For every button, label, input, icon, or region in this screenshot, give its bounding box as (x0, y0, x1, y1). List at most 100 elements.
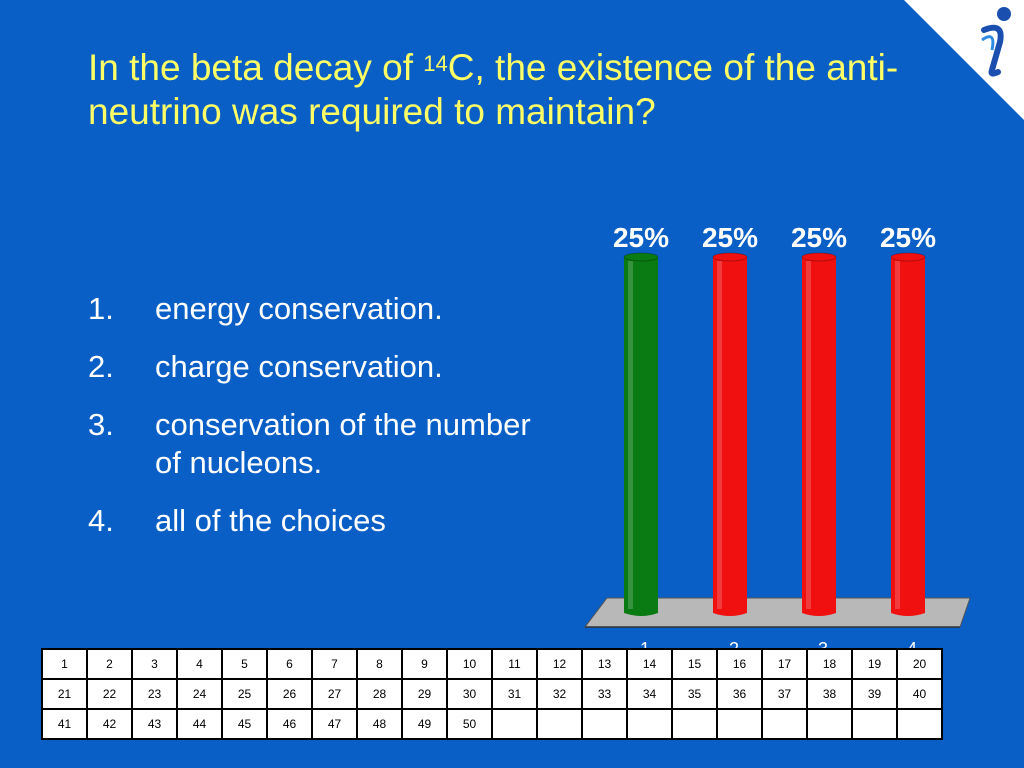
grid-cell: 25 (221, 678, 268, 710)
bar-highlight-2 (717, 261, 722, 609)
bar-2 (713, 257, 747, 616)
grid-cell: 22 (86, 678, 133, 710)
grid-cell: 23 (131, 678, 178, 710)
grid-cell: 44 (176, 708, 223, 740)
grid-cell: 32 (536, 678, 583, 710)
grid-cell: 40 (896, 678, 943, 710)
grid-cell (896, 708, 943, 740)
grid-cell: 24 (176, 678, 223, 710)
grid-cell (536, 708, 583, 740)
grid-cell (491, 708, 538, 740)
grid-cell: 10 (446, 648, 493, 680)
grid-cell (806, 708, 853, 740)
bar-value-label-2: 25% (702, 222, 758, 253)
choice-number: 1. (88, 291, 114, 326)
grid-cell: 38 (806, 678, 853, 710)
grid-cell: 5 (221, 648, 268, 680)
bar-cap-1 (623, 252, 659, 262)
bar-cap-4 (890, 252, 926, 262)
choice-text: conservation of the number of nucleons. (155, 407, 531, 480)
choice-number: 4. (88, 503, 114, 538)
choice-3[interactable]: 3. conservation of the number of nucleons… (88, 406, 558, 482)
grid-cell: 4 (176, 648, 223, 680)
grid-cell: 3 (131, 648, 178, 680)
grid-cell: 16 (716, 648, 763, 680)
grid-cell: 28 (356, 678, 403, 710)
grid-cell: 43 (131, 708, 178, 740)
bar-value-label-3: 25% (791, 222, 847, 253)
grid-cell: 27 (311, 678, 358, 710)
results-bar-chart: 25%125%225%325%4 (583, 222, 971, 659)
choice-1[interactable]: 1. energy conservation. (88, 290, 558, 328)
grid-cell: 42 (86, 708, 133, 740)
grid-cell: 17 (761, 648, 808, 680)
grid-cell: 45 (221, 708, 268, 740)
grid-cell: 30 (446, 678, 493, 710)
answer-choices: 1. energy conservation. 2. charge conserva… (88, 290, 558, 560)
grid-cell: 18 (806, 648, 853, 680)
grid-cell (761, 708, 808, 740)
bar-value-label-4: 25% (880, 222, 936, 253)
grid-cell: 31 (491, 678, 538, 710)
grid-cell: 13 (581, 648, 628, 680)
title-superscript: 14 (423, 51, 448, 76)
grid-cell: 46 (266, 708, 313, 740)
choice-number: 2. (88, 349, 114, 384)
grid-cell: 47 (311, 708, 358, 740)
grid-cell: 8 (356, 648, 403, 680)
grid-cell: 1 (41, 648, 88, 680)
choice-2[interactable]: 2. charge conservation. (88, 348, 558, 386)
grid-cell: 11 (491, 648, 538, 680)
bar-highlight-4 (895, 261, 900, 609)
bar-3 (802, 257, 836, 616)
grid-cell: 49 (401, 708, 448, 740)
grid-cell: 37 (761, 678, 808, 710)
grid-cell (626, 708, 673, 740)
grid-row: 41 42 43 44 45 46 47 48 49 50 (41, 708, 943, 740)
bar-1 (624, 257, 658, 616)
choice-text: charge conservation. (155, 349, 443, 384)
response-grid: 1 2 3 4 5 6 7 8 9 10 11 12 13 14 15 16 17 18 19 20 21 22 23 24 2… (41, 648, 943, 740)
title-text-end: C, the existence of the anti-neutrino wa… (88, 47, 899, 132)
grid-cell: 9 (401, 648, 448, 680)
grid-cell: 21 (41, 678, 88, 710)
grid-cell: 2 (86, 648, 133, 680)
choice-text: energy conservation. (155, 291, 443, 326)
grid-cell: 15 (671, 648, 718, 680)
grid-cell: 19 (851, 648, 898, 680)
grid-row: 1 2 3 4 5 6 7 8 9 10 11 12 13 14 15 16 17 18 19 20 (41, 648, 943, 680)
italic-i-logo-icon (981, 7, 1011, 77)
grid-cell: 14 (626, 648, 673, 680)
title-text-start: In the beta decay of (88, 47, 424, 88)
grid-cell: 48 (356, 708, 403, 740)
grid-cell: 29 (401, 678, 448, 710)
slide-title: In the beta decay of 14C, the existence … (88, 46, 948, 134)
choice-text: all of the choices (155, 503, 386, 538)
corner-logo (904, 0, 1024, 120)
grid-cell: 50 (446, 708, 493, 740)
choice-4[interactable]: 4. all of the choices (88, 502, 558, 540)
grid-cell: 41 (41, 708, 88, 740)
grid-cell (716, 708, 763, 740)
grid-cell: 34 (626, 678, 673, 710)
bar-4 (891, 257, 925, 616)
grid-cell (581, 708, 628, 740)
grid-cell: 36 (716, 678, 763, 710)
grid-row: 21 22 23 24 25 26 27 28 29 30 31 32 33 34 35 36 37 38 39 40 (41, 678, 943, 710)
grid-cell (671, 708, 718, 740)
bar-cap-2 (712, 252, 748, 262)
grid-cell: 35 (671, 678, 718, 710)
bar-highlight-3 (806, 261, 811, 609)
grid-cell: 26 (266, 678, 313, 710)
grid-cell: 20 (896, 648, 943, 680)
grid-cell: 33 (581, 678, 628, 710)
grid-cell: 6 (266, 648, 313, 680)
grid-cell: 7 (311, 648, 358, 680)
bar-highlight-1 (628, 261, 633, 609)
grid-cell (851, 708, 898, 740)
grid-cell: 12 (536, 648, 583, 680)
grid-cell: 39 (851, 678, 898, 710)
choice-number: 3. (88, 407, 114, 442)
bar-cap-3 (801, 252, 837, 262)
bar-value-label-1: 25% (613, 222, 669, 253)
